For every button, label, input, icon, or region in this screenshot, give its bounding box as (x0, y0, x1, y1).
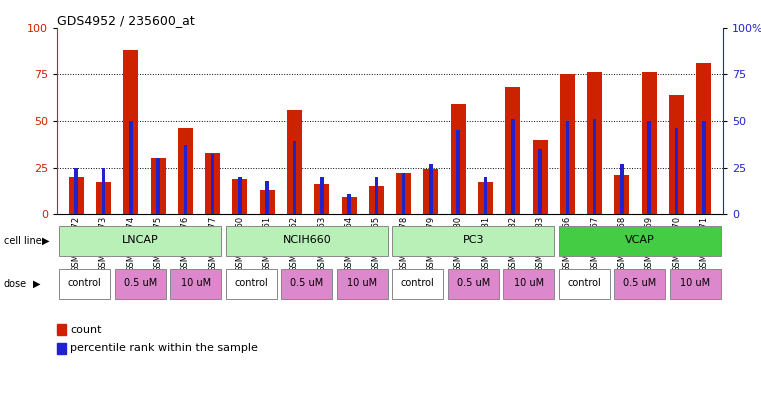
Bar (429, 164, 433, 214)
Bar (675, 128, 678, 214)
Bar (342, 197, 357, 214)
Bar (392, 269, 443, 299)
Bar (238, 177, 242, 214)
Bar (423, 169, 438, 214)
Text: control: control (401, 278, 435, 288)
Text: ▶: ▶ (42, 236, 49, 246)
Text: control: control (234, 278, 268, 288)
Bar (565, 121, 569, 214)
Text: control: control (68, 278, 102, 288)
Bar (336, 269, 388, 299)
Text: NCIH660: NCIH660 (282, 235, 331, 245)
Bar (511, 119, 514, 214)
Bar (648, 121, 651, 214)
Bar (68, 177, 84, 214)
Bar (392, 226, 554, 256)
Bar (503, 269, 554, 299)
Bar (314, 184, 330, 214)
Text: dose: dose (4, 279, 27, 289)
Bar (670, 269, 721, 299)
Bar (447, 269, 498, 299)
Bar (123, 50, 139, 214)
Bar (178, 128, 193, 214)
Bar (614, 269, 665, 299)
Text: percentile rank within the sample: percentile rank within the sample (70, 343, 258, 353)
Bar (642, 72, 657, 214)
Text: VCAP: VCAP (625, 235, 654, 245)
Bar (593, 119, 597, 214)
Bar (293, 141, 296, 214)
Text: count: count (70, 325, 101, 335)
Text: 0.5 uM: 0.5 uM (124, 278, 157, 288)
Bar (696, 63, 712, 214)
Bar (211, 154, 215, 214)
Bar (183, 145, 187, 214)
Bar (115, 269, 166, 299)
Bar (538, 149, 542, 214)
Bar (226, 226, 388, 256)
Text: GDS4952 / 235600_at: GDS4952 / 235600_at (57, 14, 195, 27)
Bar (170, 269, 221, 299)
Bar (59, 226, 221, 256)
Bar (266, 181, 269, 214)
Bar (282, 269, 333, 299)
Bar (614, 175, 629, 214)
Bar (205, 152, 220, 214)
Bar (559, 226, 721, 256)
Text: 10 uM: 10 uM (514, 278, 544, 288)
Bar (505, 87, 521, 214)
Text: 10 uM: 10 uM (180, 278, 211, 288)
Bar (129, 121, 132, 214)
Bar (156, 158, 160, 214)
Bar (59, 269, 110, 299)
Bar (457, 130, 460, 214)
Text: ▶: ▶ (33, 279, 40, 289)
Text: 10 uM: 10 uM (347, 278, 377, 288)
Bar (533, 140, 548, 214)
Bar (587, 72, 602, 214)
Text: cell line: cell line (4, 236, 42, 246)
Text: control: control (568, 278, 601, 288)
Bar (560, 74, 575, 214)
Bar (226, 269, 277, 299)
Bar (102, 167, 105, 214)
Text: PC3: PC3 (463, 235, 484, 245)
Bar (402, 173, 406, 214)
Text: 0.5 uM: 0.5 uM (623, 278, 656, 288)
Text: 0.5 uM: 0.5 uM (290, 278, 323, 288)
Bar (702, 121, 705, 214)
Bar (232, 179, 247, 214)
Bar (620, 164, 624, 214)
Bar (369, 186, 384, 214)
Bar (451, 104, 466, 214)
Text: 10 uM: 10 uM (680, 278, 710, 288)
Bar (396, 173, 411, 214)
Bar (75, 167, 78, 214)
Text: LNCAP: LNCAP (122, 235, 159, 245)
Text: 0.5 uM: 0.5 uM (457, 278, 490, 288)
Bar (320, 177, 323, 214)
Bar (478, 182, 493, 214)
Bar (96, 182, 111, 214)
Bar (669, 95, 684, 214)
Bar (347, 194, 351, 214)
Bar (287, 110, 302, 214)
Bar (484, 177, 487, 214)
Bar (559, 269, 610, 299)
Bar (374, 177, 378, 214)
Bar (151, 158, 166, 214)
Bar (260, 190, 275, 214)
